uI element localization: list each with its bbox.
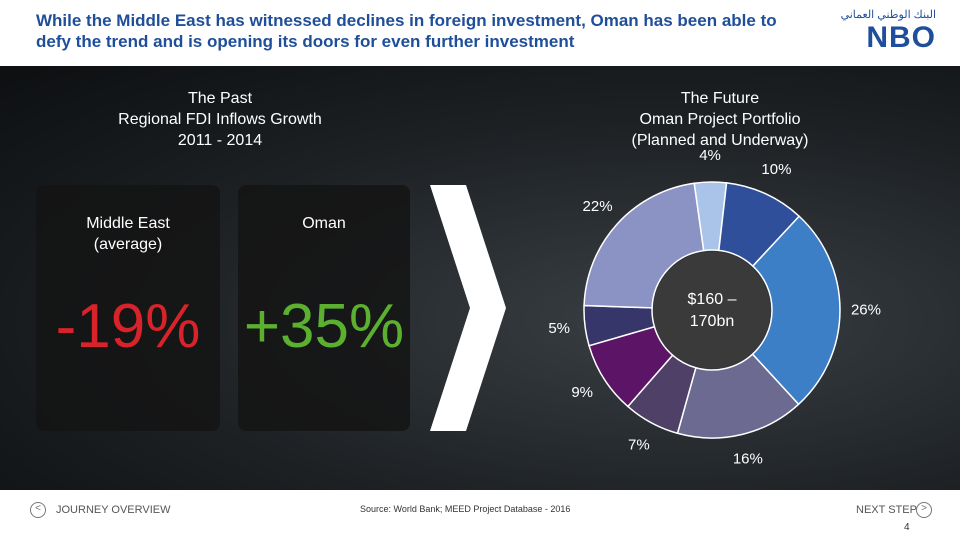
past-period: 2011 - 2014: [177, 132, 263, 149]
donut-segment: [751, 215, 841, 406]
page-number: 4: [904, 522, 910, 533]
logo-text: NBO: [866, 21, 936, 54]
chevron: [430, 185, 506, 431]
future-title: The Future: [680, 90, 760, 107]
logo-arabic: البنك الوطني العماني: [840, 9, 936, 21]
data-label: 4%: [699, 147, 721, 164]
future-heading: The Future Oman Project Portfolio (Plann…: [590, 88, 850, 151]
future-note: (Planned and Underway): [631, 132, 809, 149]
data-label: 26%: [851, 301, 881, 318]
next-icon[interactable]: >: [916, 502, 932, 518]
panel-sublabel: (average): [93, 236, 163, 253]
donut: 4% 10% 26% 16% 7% 9% 5% 22% $160 – 170bn: [548, 147, 881, 468]
center-label: 170bn: [690, 313, 735, 330]
data-label: 5%: [548, 320, 570, 337]
panel: Oman +35%: [238, 185, 410, 431]
source: Source: World Bank; MEED Project Databas…: [360, 504, 571, 514]
center-label: $160 –: [688, 291, 737, 308]
data-label: 9%: [571, 384, 593, 401]
panel-label: Oman: [302, 215, 346, 232]
prev-link[interactable]: JOURNEY OVERVIEW: [56, 504, 171, 516]
future-subtitle: Oman Project Portfolio: [639, 111, 801, 128]
past-subtitle: Regional FDI Inflows Growth: [118, 111, 322, 128]
panel-value: -19%: [55, 292, 201, 361]
panel: Middle East (average) -19%: [36, 185, 220, 431]
logo: البنك الوطني العماني NBO: [816, 8, 936, 55]
panel-value: +35%: [243, 292, 405, 361]
data-label: 10%: [761, 161, 791, 178]
slide-title: While the Middle East has witnessed decl…: [36, 11, 777, 51]
donut-center: [654, 252, 770, 368]
panel-label: Middle East: [86, 215, 170, 232]
next-link[interactable]: NEXT STEP: [856, 504, 917, 516]
past-heading: The Past Regional FDI Inflows Growth 201…: [90, 88, 350, 151]
data-label: 16%: [733, 451, 763, 468]
prev-icon[interactable]: <: [30, 502, 46, 518]
donut-segment: [583, 182, 705, 309]
past-title: The Past: [187, 90, 253, 107]
data-label: 7%: [628, 436, 650, 453]
footer: < JOURNEY OVERVIEW Source: World Bank; M…: [0, 490, 960, 540]
data-label: 22%: [583, 198, 613, 215]
